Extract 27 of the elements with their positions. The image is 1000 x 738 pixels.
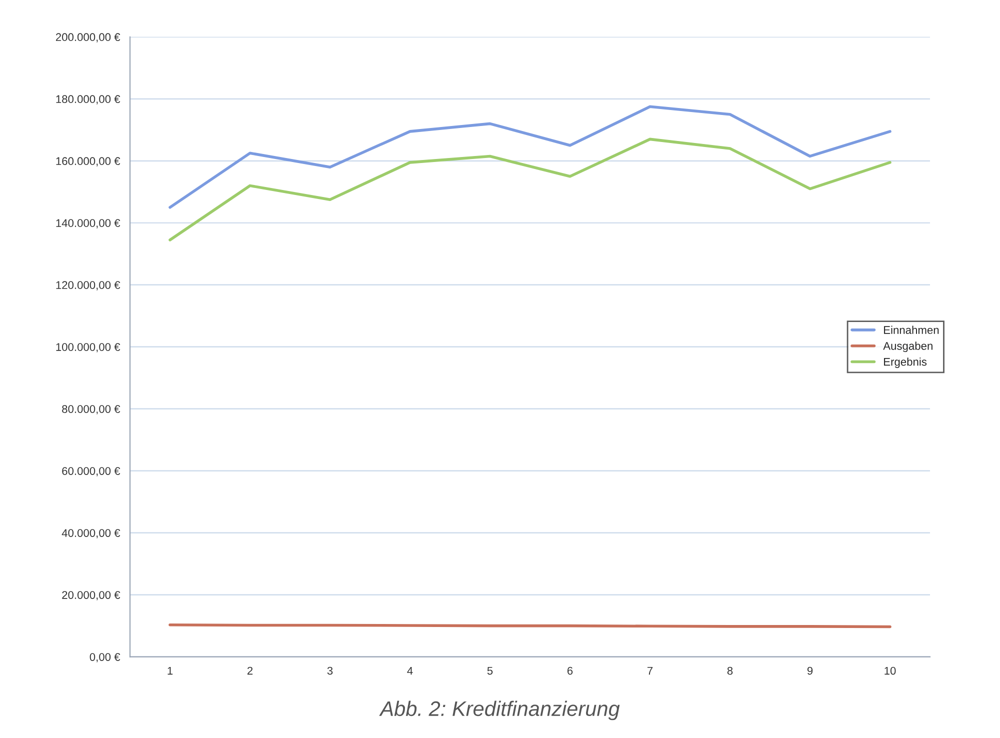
x-tick-label: 9 bbox=[807, 666, 813, 675]
y-tick-label: 160.000,00 € bbox=[56, 157, 120, 166]
x-tick-label: 10 bbox=[884, 666, 896, 675]
y-tick-label: 80.000,00 € bbox=[62, 405, 120, 414]
y-tick-label: 60.000,00 € bbox=[62, 467, 120, 476]
legend-label: Ergebnis bbox=[884, 358, 927, 368]
y-tick-label: 180.000,00 € bbox=[56, 95, 120, 104]
x-tick-label: 5 bbox=[487, 666, 493, 675]
x-tick-label: 3 bbox=[327, 666, 333, 675]
x-tick-label: 6 bbox=[567, 666, 573, 675]
y-tick-label: 40.000,00 € bbox=[62, 529, 120, 538]
y-tick-label: 200.000,00 € bbox=[56, 33, 120, 42]
line-series bbox=[168, 138, 892, 242]
legend-label: Ausgaben bbox=[883, 342, 932, 352]
y-tick-label: 120.000,00 € bbox=[56, 281, 120, 290]
y-tick-label: 20.000,00 € bbox=[62, 591, 120, 600]
x-tick-label: 7 bbox=[647, 666, 653, 675]
legend-label: Einnahmen bbox=[884, 326, 939, 334]
text: Abb. 2: Kreditfinanzierung bbox=[379, 700, 620, 720]
x-tick-label: 8 bbox=[727, 666, 733, 675]
x-tick-label: 1 bbox=[168, 666, 173, 675]
line-series bbox=[168, 105, 892, 209]
y-tick-label: 0,00 € bbox=[90, 653, 120, 662]
x-tick-label: 2 bbox=[247, 666, 253, 675]
y-tick-label: 100.000,00 € bbox=[56, 343, 120, 352]
y-tick-label: 140.000,00 € bbox=[56, 219, 120, 228]
x-tick-label: 4 bbox=[407, 666, 413, 675]
